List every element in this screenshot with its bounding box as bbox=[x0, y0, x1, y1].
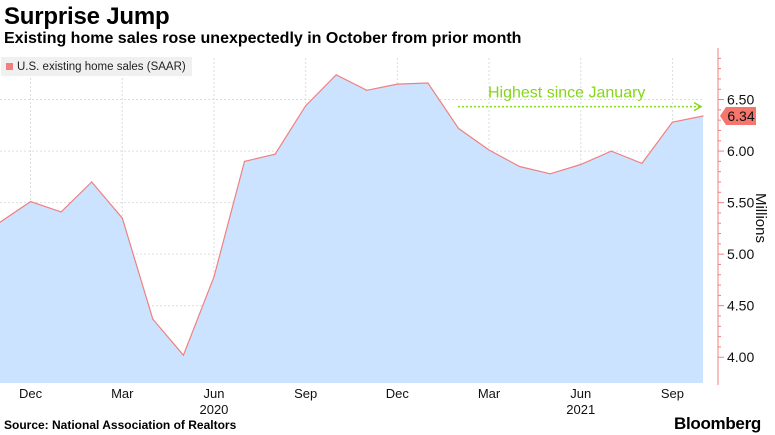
current-value-badge bbox=[720, 107, 756, 126]
data-point bbox=[488, 149, 490, 151]
data-point bbox=[366, 89, 368, 91]
annotation-text: Highest since January bbox=[488, 85, 645, 102]
x-tick-label: Jun bbox=[570, 386, 591, 401]
x-tick-label: Sep bbox=[294, 386, 317, 401]
data-point bbox=[671, 121, 674, 123]
data-point bbox=[457, 127, 460, 129]
data-point bbox=[60, 211, 62, 213]
legend-label: U.S. existing home sales (SAAR) bbox=[17, 60, 186, 73]
y-tick-label: 5.00 bbox=[727, 246, 754, 262]
data-point bbox=[427, 82, 429, 84]
data-point bbox=[152, 318, 154, 320]
data-point bbox=[213, 276, 215, 278]
y-tick-label: 4.50 bbox=[727, 298, 754, 314]
data-point bbox=[549, 173, 551, 175]
data-point bbox=[305, 105, 307, 107]
data-point bbox=[29, 200, 32, 203]
data-point bbox=[641, 162, 643, 165]
data-point bbox=[243, 160, 246, 162]
data-point bbox=[0, 221, 1, 223]
y-tick-label: 6.50 bbox=[727, 92, 754, 108]
x-year-label: 2021 bbox=[566, 402, 595, 417]
y-tick-label: 4.00 bbox=[727, 349, 754, 365]
x-year-label: 2020 bbox=[199, 402, 228, 417]
x-tick-label: Sep bbox=[661, 386, 684, 401]
data-point bbox=[182, 354, 184, 356]
current-value-label: 6.34 bbox=[727, 108, 754, 124]
bloomberg-logo: Bloomberg bbox=[673, 414, 761, 433]
chart-subtitle: Existing home sales rose unexpectedly in… bbox=[4, 30, 522, 47]
data-point bbox=[121, 217, 123, 219]
legend: U.S. existing home sales (SAAR) bbox=[1, 57, 192, 76]
data-point bbox=[580, 163, 582, 166]
data-point bbox=[335, 74, 337, 76]
source-note: Source: National Association of Realtors bbox=[4, 418, 237, 432]
y-tick-label: 6.00 bbox=[727, 143, 754, 159]
data-point bbox=[519, 165, 521, 168]
x-tick-label: Mar bbox=[111, 386, 134, 401]
data-point bbox=[702, 115, 704, 117]
data-point bbox=[610, 150, 612, 152]
x-tick-label: Mar bbox=[478, 386, 501, 401]
x-tick-label: Dec bbox=[386, 386, 410, 401]
chart-title: Surprise Jump bbox=[4, 3, 170, 30]
data-point bbox=[91, 181, 93, 183]
data-point bbox=[274, 153, 276, 155]
x-tick-label: Dec bbox=[19, 386, 43, 401]
y-tick-label: 5.50 bbox=[727, 195, 754, 211]
area-fill bbox=[0, 74, 703, 384]
legend-swatch bbox=[6, 63, 13, 70]
data-point bbox=[396, 83, 398, 85]
annotation-arrowhead bbox=[693, 101, 703, 112]
y-axis-label: Millions bbox=[752, 193, 769, 243]
series-line bbox=[0, 74, 704, 357]
x-tick-label: Jun bbox=[203, 386, 224, 401]
